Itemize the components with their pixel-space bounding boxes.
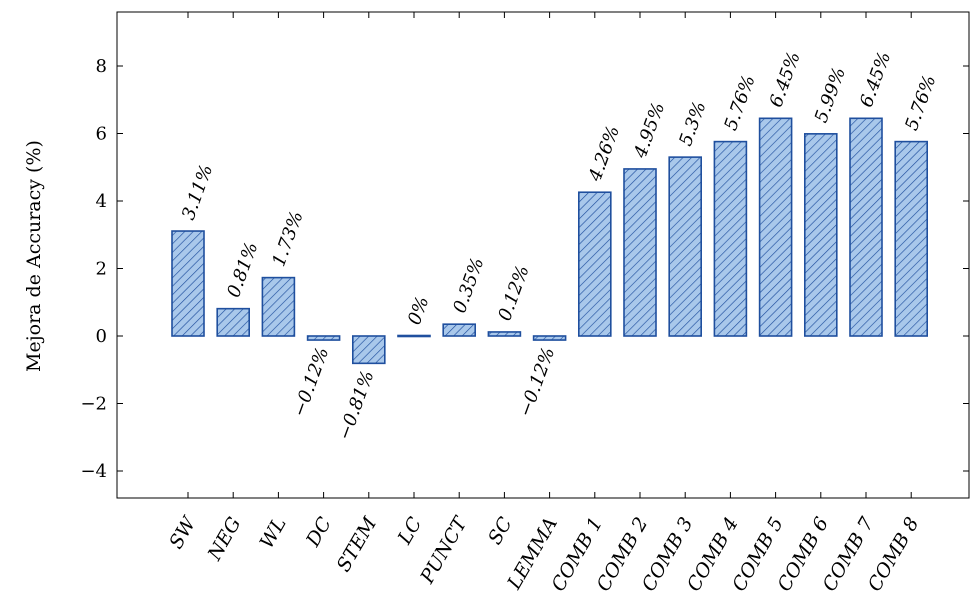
data-label: 1.73% (268, 208, 307, 269)
data-label: −0.81% (334, 368, 378, 443)
bar (758, 117, 793, 337)
bar (532, 335, 567, 341)
y-tick-label: 8 (96, 56, 107, 77)
plot-frame (116, 11, 970, 499)
bar (216, 307, 250, 337)
x-tick-label: LC (393, 513, 426, 549)
bar (577, 191, 612, 337)
x-tick-label: SC (484, 513, 517, 548)
bar (351, 335, 386, 365)
x-tick-label: NEG (203, 514, 245, 565)
bar (487, 331, 522, 337)
bar (623, 168, 657, 337)
data-label: 3.11% (178, 162, 217, 223)
data-label: 6.45% (856, 49, 895, 110)
bar (803, 133, 838, 337)
bar (668, 156, 703, 337)
data-label: 4.26% (584, 123, 624, 185)
data-label: 5.76% (720, 72, 759, 133)
data-label: −0.12% (289, 345, 333, 420)
y-tick-label: −2 (80, 394, 107, 415)
x-tick-label: DC (301, 513, 336, 551)
bar (442, 323, 477, 337)
bar (713, 140, 748, 337)
bar (306, 335, 341, 341)
y-tick-label: 2 (96, 259, 107, 280)
data-label: 5.99% (811, 65, 850, 126)
bar (261, 276, 296, 337)
x-tick-label: SW (165, 512, 201, 552)
bar (171, 230, 205, 337)
plot-area: −4 −2 0 2 4 6 8 3.11% SW 0.81% NEG 1.73% WL −0.12% DC −… (80, 11, 970, 595)
bar (849, 117, 883, 337)
x-tick-label: STEM (333, 513, 382, 576)
data-label: −0.12% (515, 345, 559, 420)
y-tick-label: 4 (96, 191, 107, 212)
y-tick-label: 6 (96, 124, 107, 145)
data-label: 5.76% (901, 72, 940, 133)
bar (397, 334, 431, 338)
data-label: 0.12% (494, 263, 533, 324)
y-tick-label: −4 (80, 461, 107, 482)
y-tick-label: 0 (96, 326, 107, 347)
data-label: 0.35% (449, 255, 488, 316)
y-axis-label: Mejora de Accuracy (%) (23, 140, 45, 372)
data-label: 5.3% (675, 99, 710, 149)
bar (894, 140, 929, 337)
data-label: 0% (404, 294, 434, 328)
data-label: 6.45% (766, 49, 805, 110)
x-tick-label: WL (256, 514, 291, 553)
data-label: 0.81% (223, 239, 262, 300)
data-label: 4.95% (630, 100, 670, 162)
